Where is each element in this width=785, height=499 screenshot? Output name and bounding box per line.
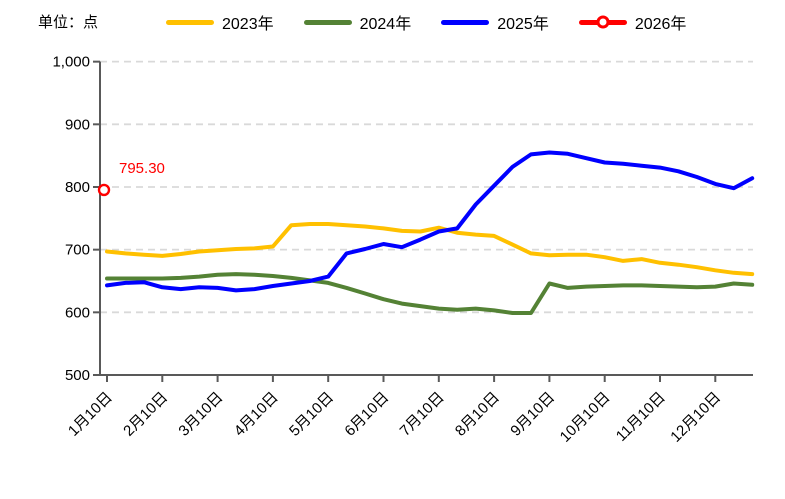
x-tick-label: 6月10日 (341, 389, 392, 440)
series-line-2025年 (105, 150, 755, 293)
x-tick-label: 8月10日 (452, 389, 503, 440)
x-tick-label: 3月10日 (175, 389, 226, 440)
data-point-annotation: 795.30 (119, 160, 165, 177)
y-tick-label: 900 (65, 116, 90, 133)
legend-label-2025: 2025年 (497, 16, 549, 33)
unit-label: 单位：点 (38, 14, 99, 31)
open-circle-marker-icon (596, 15, 610, 29)
legend-line-2024-icon (303, 19, 352, 25)
legend-label-2024: 2024年 (359, 16, 412, 33)
legend-line-2025-icon (441, 19, 490, 25)
x-tick-label: 1月10日 (65, 389, 116, 440)
x-tick-label: 2月10日 (120, 389, 171, 440)
x-tick-label: 12月10日 (667, 389, 724, 446)
x-tick-label: 9月10日 (507, 389, 558, 440)
data-point-marker-2026年 (97, 183, 111, 197)
legend-item-2026: 2026年 (578, 10, 687, 34)
series-line-2024年 (105, 272, 755, 315)
legend-item-2024: 2024年 (303, 10, 412, 34)
y-tick-label: 1,000 (52, 54, 90, 71)
y-tick-label: 500 (65, 367, 90, 384)
y-tick-label: 700 (65, 242, 90, 259)
legend: 2023年 2024年 2025年 2026年 (166, 10, 686, 34)
series-line-2023年 (105, 222, 755, 277)
y-tick-label: 800 (65, 179, 90, 196)
legend-label-2026: 2026年 (634, 16, 687, 33)
legend-line-2026-icon (578, 15, 627, 29)
legend-item-2025: 2025年 (441, 10, 549, 34)
y-tick-label: 600 (65, 304, 90, 321)
x-tick-label: 5月10日 (286, 389, 337, 440)
legend-line-2023-icon (166, 19, 214, 25)
axes (99, 61, 753, 376)
legend-label-2023: 2023年 (222, 16, 274, 33)
x-tick-label: 10月10日 (557, 389, 614, 446)
x-tick-label: 7月10日 (397, 389, 448, 440)
legend-item-2023: 2023年 (166, 10, 274, 34)
x-tick-label: 4月10日 (231, 389, 282, 440)
x-tick-label: 11月10日 (613, 389, 669, 445)
